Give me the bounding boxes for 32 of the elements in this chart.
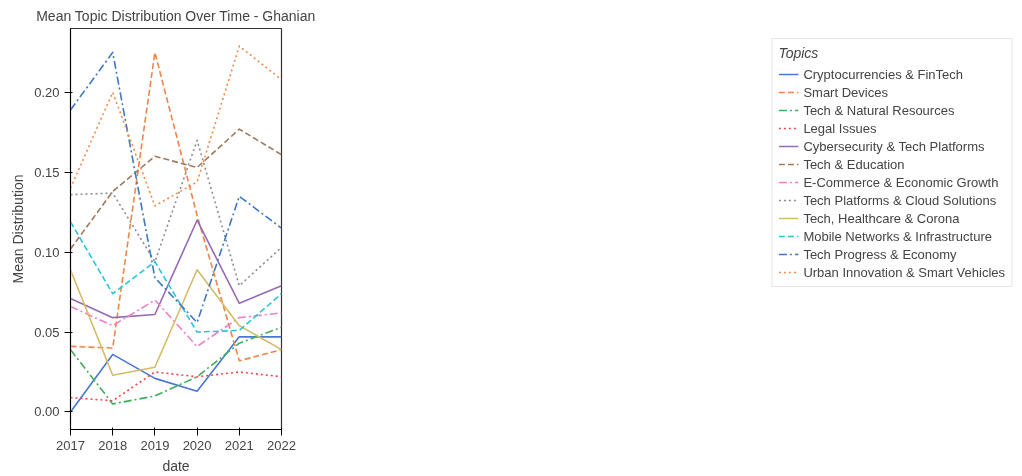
x-tick-label: 2018 [98, 437, 128, 453]
x-tick-label: 2022 [267, 437, 296, 453]
legend-label: Tech, Healthcare & Corona [803, 210, 960, 226]
x-tick-label: 2019 [140, 437, 170, 453]
legend-label: E-Commerce & Economic Growth [803, 174, 999, 190]
x-tick-label: 2020 [182, 437, 212, 453]
legend-label: Tech Platforms & Cloud Solutions [803, 192, 997, 208]
legend-label: Cybersecurity & Tech Platforms [803, 138, 985, 154]
legend-label: Tech & Natural Resources [803, 102, 955, 118]
legend-label: Mobile Networks & Infrastructure [803, 228, 992, 244]
legend-label: Tech Progress & Economy [803, 246, 957, 262]
legend-label: Cryptocurrencies & FinTech [803, 66, 964, 82]
legend-title: Topics [778, 45, 820, 61]
chart-title: Mean Topic Distribution Over Time - Ghanian [36, 7, 316, 24]
y-tick-label: 0.00 [34, 404, 60, 420]
y-tick-label: 0.15 [34, 164, 60, 180]
y-tick-label: 0.20 [34, 84, 60, 100]
x-axis-title: date [162, 457, 190, 474]
line-series [70, 336, 282, 413]
line-series [70, 128, 282, 250]
legend-label: Legal Issues [803, 120, 877, 136]
line-series [70, 326, 282, 405]
legend-label: Urban Innovation & Smart Vehicles [803, 264, 1005, 280]
line-series [70, 268, 282, 376]
legend-label: Tech & Education [803, 156, 905, 172]
y-tick-label: 0.10 [34, 244, 60, 260]
x-tick-label: 2017 [56, 437, 85, 453]
x-tick-label: 2021 [224, 437, 254, 453]
y-axis-title: Mean Distribution [10, 174, 27, 284]
y-tick-label: 0.05 [34, 324, 60, 340]
legend-label: Smart Devices [803, 84, 888, 100]
line-series [70, 139, 282, 287]
